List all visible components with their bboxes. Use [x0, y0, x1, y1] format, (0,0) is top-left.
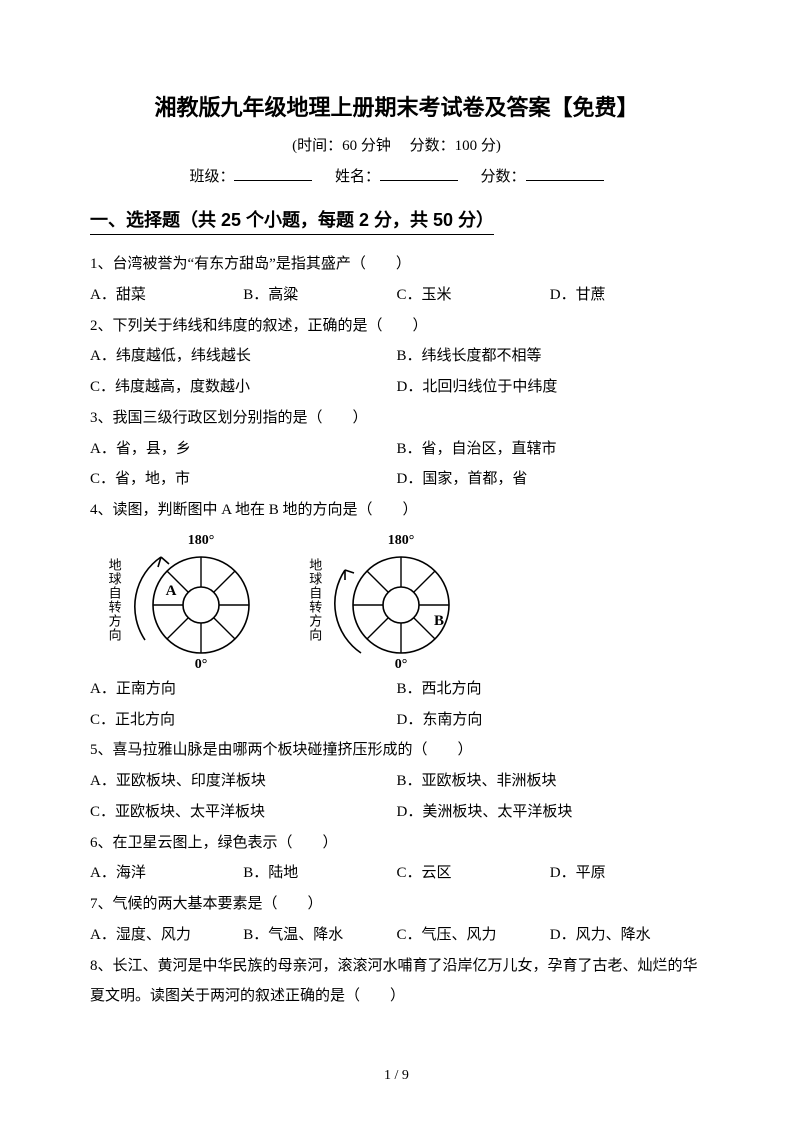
- q3-stem: 3、我国三级行政区划分别指的是（ ）: [90, 403, 703, 434]
- q5-optD: D．美洲板块、太平洋板块: [397, 797, 704, 828]
- q7-optA: A．湿度、风力: [90, 920, 243, 951]
- exam-subtitle: (时间：60 分钟 分数：100 分): [90, 134, 703, 155]
- q5-row1: A．亚欧板块、印度洋板块 B．亚欧板块、非洲板块: [90, 766, 703, 797]
- q4-optB: B．西北方向: [397, 674, 704, 705]
- q3-optA: A．省，县，乡: [90, 434, 397, 465]
- q2-optC: C．纬度越高，度数越小: [90, 372, 397, 403]
- globe-a-wrap: 地球自转方向 A: [100, 530, 261, 670]
- bottom-label-b: 0°: [395, 657, 408, 670]
- q7-optC: C．气压、风力: [397, 920, 550, 951]
- score-blank[interactable]: [526, 165, 604, 181]
- page-footer: 1 / 9: [0, 1068, 793, 1084]
- q3-row1: A．省，县，乡 B．省，自治区，直辖市: [90, 434, 703, 465]
- bottom-label-a: 0°: [194, 657, 207, 670]
- q3-optB: B．省，自治区，直辖市: [397, 434, 704, 465]
- q2-row2: C．纬度越高，度数越小 D．北回归线位于中纬度: [90, 372, 703, 403]
- class-blank[interactable]: [234, 165, 312, 181]
- q1-optD: D．甘蔗: [550, 280, 703, 311]
- q3-optC: C．省，地，市: [90, 464, 397, 495]
- q5-row2: C．亚欧板块、太平洋板块 D．美洲板块、太平洋板块: [90, 797, 703, 828]
- q2-optB: B．纬线长度都不相等: [397, 341, 704, 372]
- rotation-label-a: 地球自转方向: [100, 558, 127, 642]
- q7-options: A．湿度、风力 B．气温、降水 C．气压、风力 D．风力、降水: [90, 920, 703, 951]
- globe-b-svg: B 180° 0°: [331, 530, 461, 670]
- globe-b-wrap: 地球自转方向 B: [301, 530, 462, 670]
- score-label2: 分数：: [481, 169, 526, 185]
- class-label: 班级：: [189, 169, 234, 185]
- q7-optB: B．气温、降水: [243, 920, 396, 951]
- q4-optC: C．正北方向: [90, 705, 397, 736]
- q1-optA: A．甜菜: [90, 280, 243, 311]
- q6-optC: C．云区: [397, 858, 550, 889]
- globe-a-svg: A 180° 0°: [131, 530, 261, 670]
- q1-options: A．甜菜 B．高粱 C．玉米 D．甘蔗: [90, 280, 703, 311]
- q2-row1: A．纬度越低，纬线越长 B．纬线长度都不相等: [90, 341, 703, 372]
- q5-stem: 5、喜马拉雅山脉是由哪两个板块碰撞挤压形成的（ ）: [90, 735, 703, 766]
- rotation-label-b: 地球自转方向: [301, 558, 328, 642]
- student-info-row: 班级： 姓名： 分数：: [90, 165, 703, 186]
- q4-optD: D．东南方向: [397, 705, 704, 736]
- q4-optA: A．正南方向: [90, 674, 397, 705]
- q6-optA: A．海洋: [90, 858, 243, 889]
- top-label-b: 180°: [388, 533, 415, 548]
- q6-optD: D．平原: [550, 858, 703, 889]
- q5-optB: B．亚欧板块、非洲板块: [397, 766, 704, 797]
- score-label: 分数：: [410, 138, 455, 154]
- questions-block: 1、台湾被誉为“有东方甜岛”是指其盛产（ ） A．甜菜 B．高粱 C．玉米 D．…: [90, 249, 703, 1012]
- q3-optD: D．国家，首都，省: [397, 464, 704, 495]
- q1-stem: 1、台湾被誉为“有东方甜岛”是指其盛产（ ）: [90, 249, 703, 280]
- q5-optC: C．亚欧板块、太平洋板块: [90, 797, 397, 828]
- q7-optD: D．风力、降水: [550, 920, 703, 951]
- q6-optB: B．陆地: [243, 858, 396, 889]
- q5-optA: A．亚欧板块、印度洋板块: [90, 766, 397, 797]
- q6-stem: 6、在卫星云图上，绿色表示（ ）: [90, 828, 703, 859]
- exam-page: { "title": "湘教版九年级地理上册期末考试卷及答案【免费】", "su…: [0, 0, 793, 1122]
- name-label: 姓名：: [335, 169, 380, 185]
- q7-stem: 7、气候的两大基本要素是（ ）: [90, 889, 703, 920]
- point-b-label: B: [434, 613, 444, 629]
- q2-optA: A．纬度越低，纬线越长: [90, 341, 397, 372]
- time-label: (时间：: [292, 138, 342, 154]
- q4-diagram: 地球自转方向 A: [90, 526, 703, 674]
- score-value: 100 分): [455, 138, 501, 154]
- q3-row2: C．省，地，市 D．国家，首都，省: [90, 464, 703, 495]
- q2-optD: D．北回归线位于中纬度: [397, 372, 704, 403]
- q6-options: A．海洋 B．陆地 C．云区 D．平原: [90, 858, 703, 889]
- q8-stem: 8、长江、黄河是中华民族的母亲河，滚滚河水哺育了沿岸亿万儿女，孕育了古老、灿烂的…: [90, 951, 703, 1013]
- q2-stem: 2、下列关于纬线和纬度的叙述，正确的是（ ）: [90, 311, 703, 342]
- section-1-header: 一、选择题（共 25 个小题，每题 2 分，共 50 分）: [90, 206, 494, 235]
- q1-optB: B．高粱: [243, 280, 396, 311]
- top-label-a: 180°: [187, 533, 214, 548]
- name-blank[interactable]: [380, 165, 458, 181]
- q4-row1: A．正南方向 B．西北方向: [90, 674, 703, 705]
- point-a-label: A: [165, 583, 176, 599]
- q4-stem: 4、读图，判断图中 A 地在 B 地的方向是（ ）: [90, 495, 703, 526]
- exam-title: 湘教版九年级地理上册期末考试卷及答案【免费】: [90, 90, 703, 122]
- q4-row2: C．正北方向 D．东南方向: [90, 705, 703, 736]
- q1-optC: C．玉米: [397, 280, 550, 311]
- time-value: 60 分钟: [342, 138, 391, 154]
